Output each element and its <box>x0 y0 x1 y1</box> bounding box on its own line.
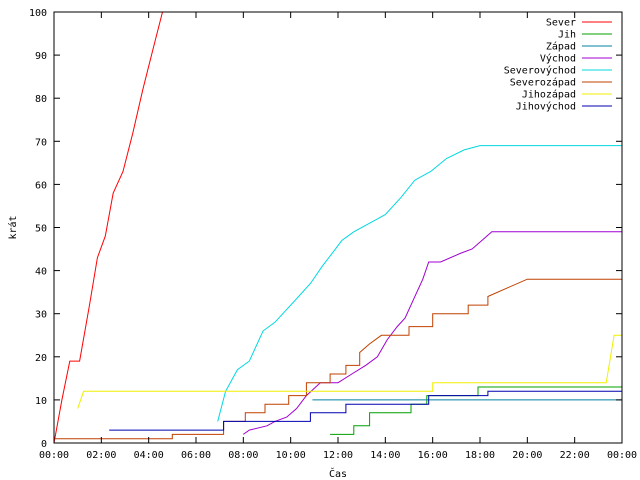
y-tick-label: 10 <box>35 396 47 407</box>
series-line-8 <box>109 390 622 431</box>
series-line-7 <box>77 334 622 409</box>
legend-label: Jihovýchod <box>516 101 576 113</box>
x-tick-label: 12:00 <box>323 450 353 461</box>
x-tick-label: 10:00 <box>276 450 306 461</box>
y-tick-label: 20 <box>35 353 47 364</box>
legend-label: Východ <box>540 53 576 65</box>
x-tick-label: 14:00 <box>370 450 400 461</box>
series-line-4 <box>243 231 622 435</box>
series-layer <box>54 12 622 443</box>
series-line-2 <box>330 386 622 435</box>
y-tick-label: 40 <box>35 267 47 278</box>
x-tick-label: 02:00 <box>86 450 116 461</box>
x-tick-label: 18:00 <box>465 450 495 461</box>
x-tick-label: 16:00 <box>418 450 448 461</box>
y-tick-label: 30 <box>35 310 47 321</box>
y-axis-label: krát <box>7 215 19 239</box>
series-line-1 <box>54 12 163 443</box>
legend-label: Západ <box>546 41 576 53</box>
series-line-5 <box>217 145 622 422</box>
legend-label: Severozápad <box>510 77 576 89</box>
legend-label: Jih <box>558 30 576 41</box>
y-tick-label: 70 <box>35 137 47 148</box>
x-axis-label: Čas <box>329 467 347 480</box>
legend-label: Severovýchod <box>504 65 576 77</box>
y-tick-label: 80 <box>35 94 47 105</box>
x-tick-label: 00:00 <box>39 450 69 461</box>
y-tick-label: 50 <box>35 224 47 235</box>
legend-label: Sever <box>546 18 576 29</box>
x-tick-label: 20:00 <box>512 450 542 461</box>
x-tick-label: 04:00 <box>134 450 164 461</box>
x-tick-label: 00:00 <box>607 450 637 461</box>
y-tick-label: 60 <box>35 180 47 191</box>
legend: SeverJihZápadVýchodSeverovýchodSeverozáp… <box>504 18 612 113</box>
x-tick-label: 08:00 <box>228 450 258 461</box>
legend-label: Jihozápad <box>522 89 576 101</box>
ticks-layer: 0 10 20 30 40 50 60 70 80 90 100 00:00 02:00 04:00 06:… <box>29 8 637 461</box>
series-line-6 <box>54 278 622 440</box>
x-tick-label: 22:00 <box>560 450 590 461</box>
y-tick-label: 100 <box>29 8 47 19</box>
y-tick-label: 0 <box>41 439 47 450</box>
y-tick-label: 90 <box>35 51 47 62</box>
x-tick-label: 06:00 <box>181 450 211 461</box>
